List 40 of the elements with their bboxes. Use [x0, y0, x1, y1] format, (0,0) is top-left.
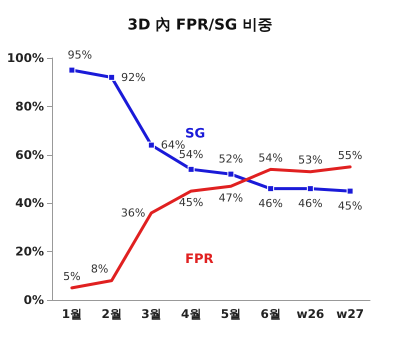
text: FPR: [185, 252, 214, 268]
x-tick-label: w26: [296, 307, 324, 321]
data-label: 53%: [298, 154, 323, 167]
point: [68, 66, 76, 74]
point: [148, 142, 155, 149]
series-label: SG: [185, 126, 206, 142]
data-label: 54%: [258, 151, 283, 164]
data-label: 95%: [68, 48, 92, 62]
data-label: 47%: [218, 191, 244, 204]
y-tick-label: 60%: [15, 148, 44, 162]
y-tick-label: 100%: [6, 51, 44, 65]
x-tick-label: 3월: [141, 307, 162, 321]
point: [188, 166, 195, 173]
data-label: 52%: [218, 152, 244, 166]
y-tick-label: 20%: [15, 244, 44, 259]
data-label: 45%: [338, 200, 362, 213]
data-label: 8%: [90, 262, 108, 276]
x-tick-label: 4월: [180, 307, 202, 321]
x-tick-label: 1월: [62, 307, 82, 321]
y-tick-label: 80%: [15, 99, 44, 114]
point: [346, 188, 354, 195]
data-label: 55%: [338, 148, 362, 162]
x-tick-label: w27: [336, 307, 364, 321]
data-label: 54%: [178, 148, 204, 161]
y-tick-label: 0%: [24, 293, 44, 307]
data-label: 46%: [258, 197, 283, 210]
data-label: 46%: [298, 197, 323, 210]
x-tick-label: 2월: [101, 307, 122, 321]
data-label: 5%: [63, 270, 81, 283]
y-tick-label: 40%: [15, 196, 44, 210]
chart-title: 3D 內 FPR/SG 비중: [128, 16, 272, 34]
point: [267, 185, 274, 192]
point: [227, 170, 234, 178]
point: [108, 74, 116, 81]
point: [306, 185, 314, 192]
data-label: 92%: [121, 70, 146, 84]
data-label: 45%: [178, 196, 204, 210]
data-label: 36%: [120, 206, 146, 220]
x-tick-label: 5월: [220, 307, 242, 321]
x-tick-label: 6월: [260, 307, 281, 321]
